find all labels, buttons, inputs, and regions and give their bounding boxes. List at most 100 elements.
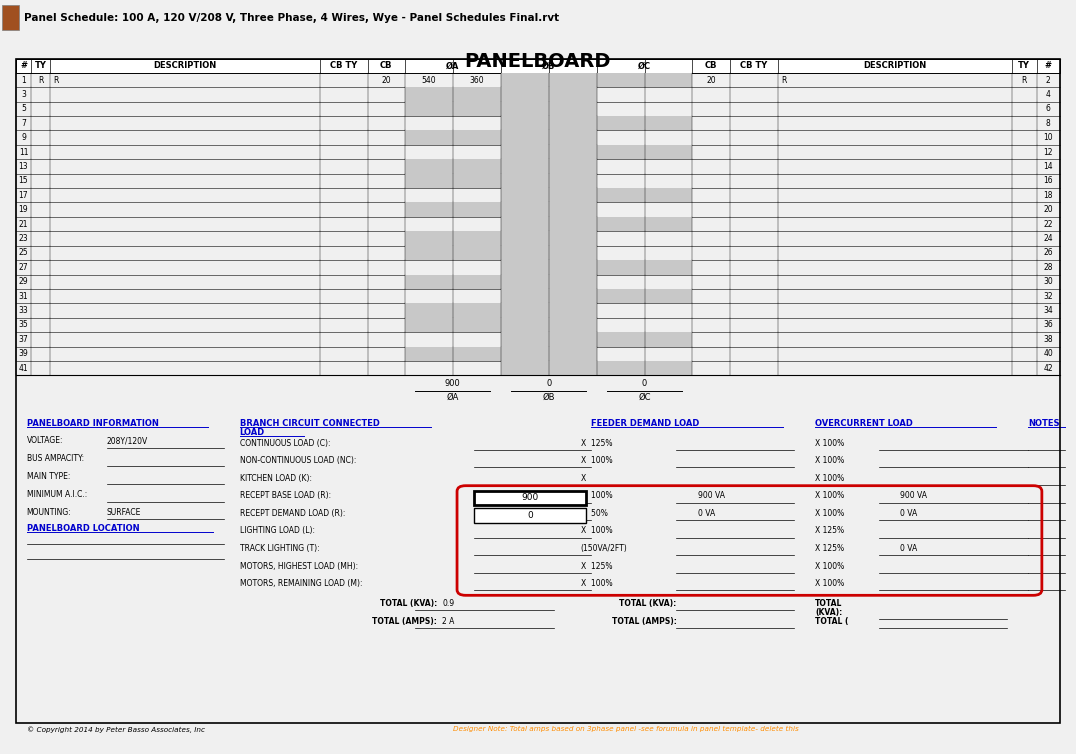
Bar: [405, 130, 453, 145]
Text: CB TY: CB TY: [330, 61, 357, 70]
Text: R: R: [781, 75, 787, 84]
Bar: [549, 102, 596, 116]
Text: R: R: [54, 75, 59, 84]
Bar: [453, 159, 500, 173]
Text: VOLTAGE:: VOLTAGE:: [27, 437, 63, 446]
Text: 14: 14: [1044, 162, 1053, 171]
Bar: [405, 102, 453, 116]
Bar: [549, 116, 596, 130]
Text: Designer Note: Total amps based on 3phase panel -see forumula in panel template-: Designer Note: Total amps based on 3phas…: [453, 726, 798, 732]
Bar: [500, 217, 549, 231]
Text: X  100%: X 100%: [581, 579, 612, 588]
Bar: [500, 289, 549, 303]
Bar: [405, 231, 453, 246]
Bar: [645, 289, 693, 303]
Text: MAIN TYPE:: MAIN TYPE:: [27, 472, 70, 481]
Text: 10: 10: [1044, 133, 1053, 143]
Bar: [453, 87, 500, 102]
Bar: [500, 173, 549, 188]
Text: MOUNTING:: MOUNTING:: [27, 508, 71, 517]
Text: X 100%: X 100%: [815, 562, 845, 571]
Text: ØA: ØA: [447, 393, 459, 402]
Text: CONTINUOUS LOAD (C):: CONTINUOUS LOAD (C):: [240, 439, 330, 448]
Bar: [549, 231, 596, 246]
Text: 13: 13: [18, 162, 28, 171]
Text: BUS AMPACITY:: BUS AMPACITY:: [27, 455, 84, 464]
Text: X: X: [581, 474, 585, 483]
Text: 17: 17: [18, 191, 28, 200]
Bar: [500, 231, 549, 246]
Text: 540: 540: [422, 75, 436, 84]
Text: Panel Schedule: 100 A, 120 V/208 V, Three Phase, 4 Wires, Wye - Panel Schedules : Panel Schedule: 100 A, 120 V/208 V, Thre…: [24, 13, 558, 23]
Text: 32: 32: [1044, 292, 1053, 301]
Bar: [549, 145, 596, 159]
Text: X 100%: X 100%: [815, 579, 845, 588]
Text: PANELBOARD LOCATION: PANELBOARD LOCATION: [27, 524, 139, 533]
Bar: [453, 274, 500, 289]
Text: X 100%: X 100%: [815, 456, 845, 465]
Text: R: R: [38, 75, 43, 84]
Bar: [645, 145, 693, 159]
Text: ØB: ØB: [542, 61, 555, 70]
Text: 12: 12: [1044, 148, 1053, 157]
Bar: [645, 116, 693, 130]
Text: ØA: ØA: [447, 61, 459, 70]
Text: 34: 34: [1044, 306, 1053, 315]
Text: TOTAL (AMPS):: TOTAL (AMPS):: [372, 617, 437, 626]
Text: 18: 18: [1044, 191, 1053, 200]
Bar: [549, 173, 596, 188]
Bar: [549, 361, 596, 375]
Bar: [645, 333, 693, 347]
Text: MOTORS, HIGHEST LOAD (MH):: MOTORS, HIGHEST LOAD (MH):: [240, 562, 358, 571]
Text: 41: 41: [18, 363, 28, 372]
Text: 5: 5: [22, 104, 26, 113]
Text: KITCHEN LOAD (K):: KITCHEN LOAD (K):: [240, 474, 312, 483]
Bar: [596, 289, 645, 303]
Text: 35: 35: [18, 320, 28, 329]
Bar: [405, 159, 453, 173]
Text: ØC: ØC: [638, 61, 651, 70]
Bar: [453, 303, 500, 317]
Text: 24: 24: [1044, 234, 1053, 243]
Text: 39: 39: [18, 349, 28, 358]
Text: TOTAL (AMPS):: TOTAL (AMPS):: [611, 617, 677, 626]
Text: 30: 30: [1044, 277, 1053, 287]
Text: 8: 8: [1046, 119, 1050, 127]
Text: 9: 9: [22, 133, 26, 143]
Text: 0 VA: 0 VA: [697, 509, 716, 518]
Bar: [596, 116, 645, 130]
Bar: [596, 73, 645, 87]
Bar: [500, 303, 549, 317]
Text: (150VA/2FT): (150VA/2FT): [581, 544, 627, 553]
Text: 900: 900: [522, 493, 539, 502]
Text: 7: 7: [22, 119, 26, 127]
Text: #: #: [1045, 61, 1051, 70]
Text: X  125%: X 125%: [581, 439, 612, 448]
Text: 37: 37: [18, 335, 28, 344]
Bar: [500, 347, 549, 361]
Text: 2: 2: [1046, 75, 1050, 84]
Bar: [549, 347, 596, 361]
Bar: [500, 203, 549, 217]
Bar: [549, 260, 596, 274]
Text: 0 VA: 0 VA: [901, 544, 918, 553]
Text: X 125%: X 125%: [815, 544, 844, 553]
Bar: [549, 159, 596, 173]
Text: X  50%: X 50%: [581, 509, 608, 518]
Text: #: #: [20, 61, 27, 70]
Text: DESCRIPTION: DESCRIPTION: [863, 61, 926, 70]
Text: 27: 27: [18, 263, 28, 271]
Text: 42: 42: [1044, 363, 1053, 372]
Text: 360: 360: [469, 75, 484, 84]
Bar: [475, 491, 586, 505]
Text: 6: 6: [1046, 104, 1050, 113]
Text: PANELBOARD: PANELBOARD: [465, 52, 611, 71]
Bar: [645, 260, 693, 274]
Bar: [405, 274, 453, 289]
Bar: [549, 289, 596, 303]
Text: NOTES: NOTES: [1028, 419, 1060, 428]
Bar: [405, 173, 453, 188]
Bar: [549, 73, 596, 87]
Text: CB: CB: [705, 61, 718, 70]
Bar: [500, 145, 549, 159]
